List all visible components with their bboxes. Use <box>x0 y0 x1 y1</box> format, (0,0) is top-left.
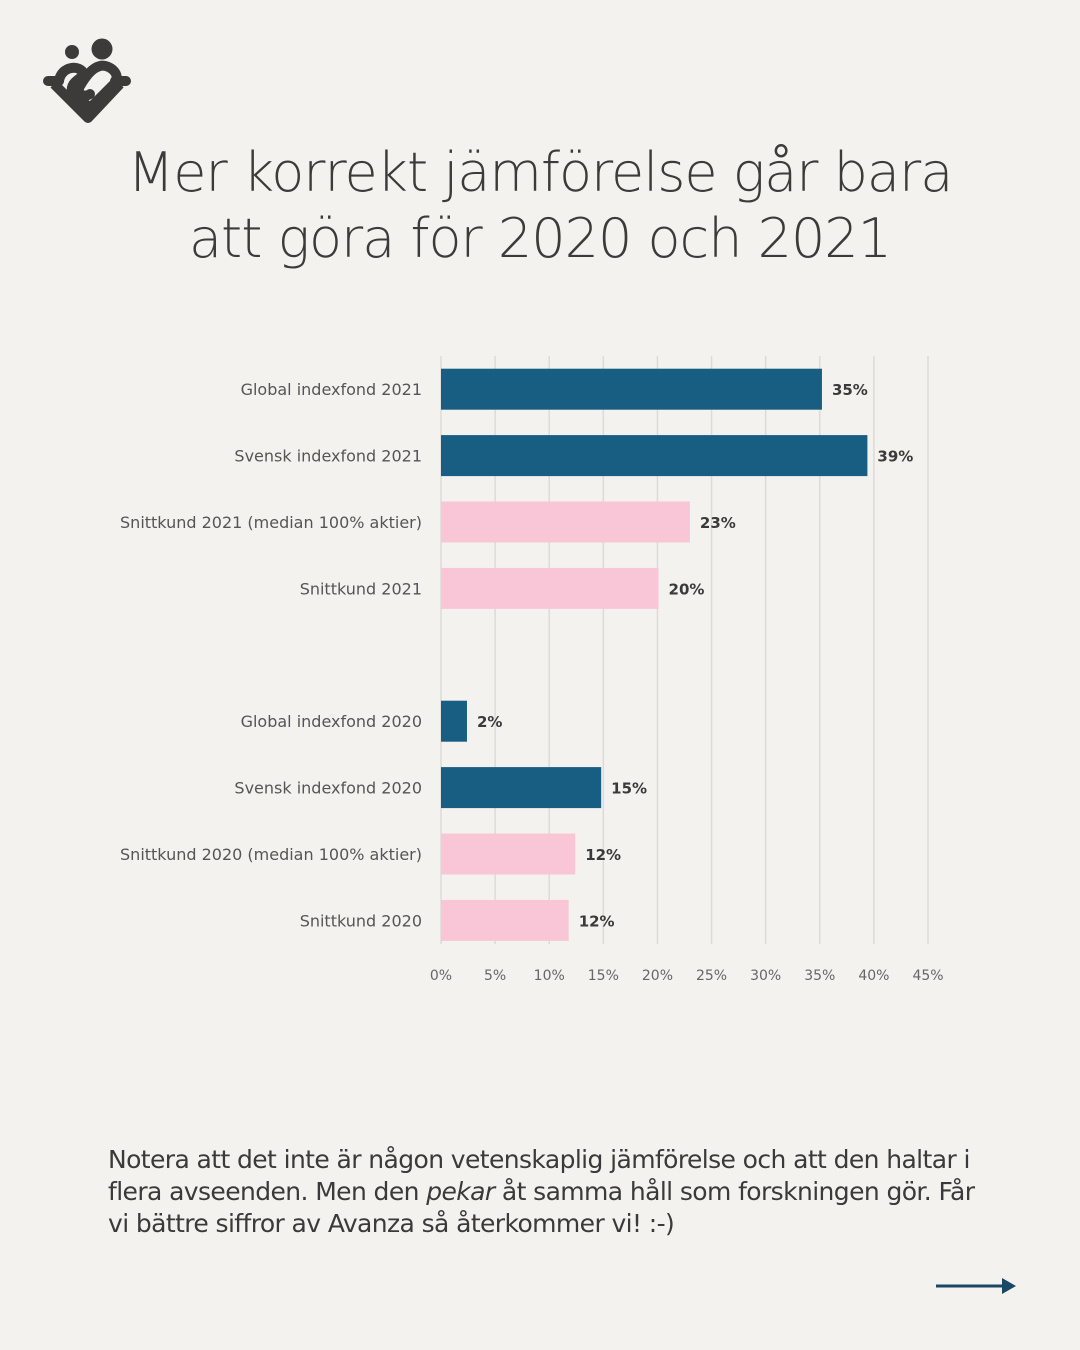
x-tick-label: 10% <box>534 968 565 984</box>
value-label: 39% <box>877 448 913 466</box>
bar <box>441 501 690 543</box>
x-tick-label: 0% <box>430 968 452 984</box>
category-label: Global indexfond 2021 <box>241 380 422 399</box>
value-label: 12% <box>585 846 621 864</box>
value-labels: 35% 39% 23% 20% 2% 15% 12% 12% <box>477 381 913 930</box>
x-tick-label: 40% <box>858 968 889 984</box>
bar <box>441 368 822 410</box>
x-tick-label: 35% <box>804 968 835 984</box>
x-axis-ticks: 0% 5% 10% 15% 20% 25% 30% 35% 40% 45% <box>430 968 944 984</box>
arrow-right-icon[interactable] <box>934 1274 1018 1298</box>
footnote-emphasis: pekar <box>426 1177 495 1206</box>
value-label: 12% <box>579 912 615 930</box>
value-label: 20% <box>669 580 705 598</box>
footnote-text-2: åt samma håll som forskningen gör. Får v… <box>108 1177 975 1238</box>
footnote: Notera att det inte är någon vetenskapli… <box>108 1144 988 1240</box>
bar <box>441 567 659 609</box>
x-tick-label: 45% <box>912 968 943 984</box>
value-label: 15% <box>611 780 647 798</box>
people-heart-logo-icon <box>40 36 134 126</box>
category-label: Svensk indexfond 2020 <box>234 779 422 798</box>
title-line-2: att göra för 2020 och 2021 <box>188 207 892 270</box>
category-label: Snittkund 2020 (median 100% aktier) <box>120 845 422 864</box>
x-tick-label: 20% <box>642 968 673 984</box>
category-label: Snittkund 2021 (median 100% aktier) <box>120 513 422 532</box>
footnote-text-1: Notera att det inte är någon vetenskapli… <box>108 1145 970 1206</box>
category-label: Snittkund 2020 <box>300 911 422 930</box>
x-tick-label: 30% <box>750 968 781 984</box>
bar <box>441 899 569 941</box>
page-title: Mer korrekt jämförelse går bara att göra… <box>0 140 1080 272</box>
value-label: 35% <box>832 381 868 399</box>
value-label: 23% <box>700 514 736 532</box>
title-line-1: Mer korrekt jämförelse går bara <box>127 141 954 204</box>
category-label: Snittkund 2021 <box>300 579 422 598</box>
category-labels: Global indexfond 2021 Svensk indexfond 20… <box>120 380 422 930</box>
x-tick-label: 25% <box>696 968 727 984</box>
bar <box>441 767 602 809</box>
category-label: Global indexfond 2020 <box>241 712 422 731</box>
x-tick-label: 5% <box>484 968 506 984</box>
bar <box>441 833 576 875</box>
category-label: Svensk indexfond 2021 <box>234 447 422 466</box>
bar <box>441 435 868 477</box>
bars <box>441 368 868 941</box>
bar-chart: Global indexfond 2021 Svensk indexfond 20… <box>120 356 944 984</box>
x-tick-label: 15% <box>588 968 619 984</box>
value-label: 2% <box>477 713 502 731</box>
bar <box>441 700 467 742</box>
